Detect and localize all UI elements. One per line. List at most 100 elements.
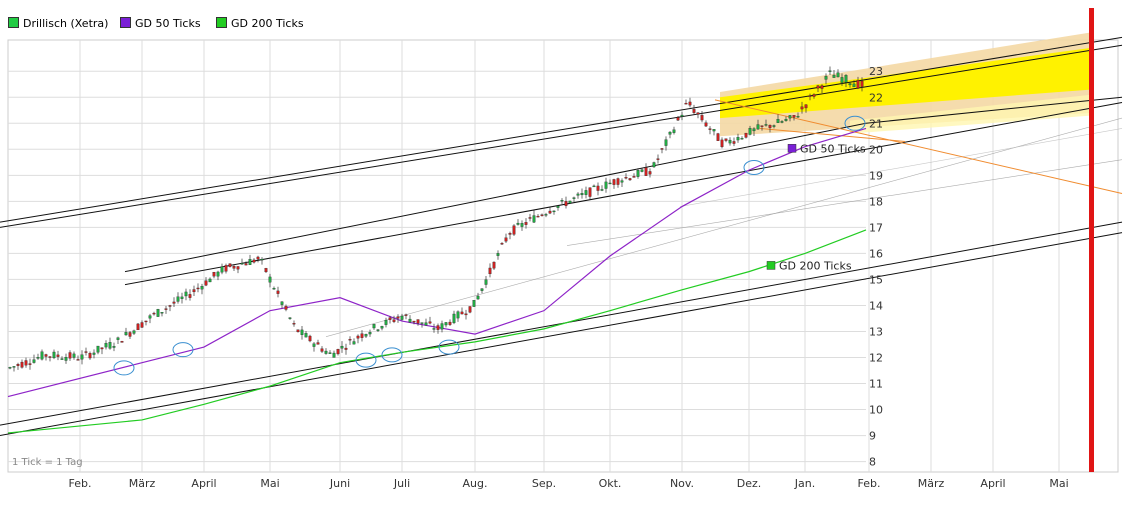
candle-body bbox=[620, 180, 624, 183]
candle-body bbox=[424, 322, 428, 326]
y-tick-label: 20 bbox=[869, 143, 883, 156]
candle-body bbox=[288, 317, 292, 319]
x-tick-label: Mai bbox=[260, 477, 279, 490]
candle-body bbox=[728, 139, 732, 144]
candle-body bbox=[264, 268, 268, 273]
x-tick-label: Feb. bbox=[858, 477, 881, 490]
candle-body bbox=[652, 162, 656, 168]
x-tick-label: Juli bbox=[393, 477, 410, 490]
candle-body bbox=[808, 95, 812, 97]
candle-body bbox=[664, 139, 668, 146]
candle-body bbox=[448, 321, 452, 325]
candle-body bbox=[384, 319, 388, 325]
candle-body bbox=[572, 197, 576, 199]
candle-body bbox=[188, 294, 192, 298]
candle-body bbox=[348, 339, 352, 341]
candle-body bbox=[300, 329, 304, 335]
candle-body bbox=[344, 347, 348, 350]
candle-body bbox=[28, 363, 32, 365]
candle-body bbox=[336, 349, 340, 355]
candle-body bbox=[676, 117, 680, 121]
candle-body bbox=[80, 354, 84, 360]
candle-body bbox=[568, 200, 572, 204]
candle-body bbox=[180, 296, 184, 299]
candle-body bbox=[752, 128, 756, 132]
candle-body bbox=[768, 124, 772, 128]
y-tick-label: 19 bbox=[869, 169, 883, 182]
candle-body bbox=[696, 112, 700, 115]
y-tick-label: 22 bbox=[869, 91, 883, 104]
y-tick-label: 17 bbox=[869, 221, 883, 234]
candle-body bbox=[272, 288, 276, 290]
candle-body bbox=[276, 290, 280, 294]
candle-body bbox=[116, 337, 120, 340]
candle-body bbox=[732, 141, 736, 144]
candle-body bbox=[20, 361, 24, 368]
candle-body bbox=[688, 101, 692, 106]
candle-body bbox=[636, 170, 640, 177]
x-tick-label: Nov. bbox=[670, 477, 694, 490]
candle-body bbox=[520, 223, 524, 227]
candle-body bbox=[292, 323, 296, 325]
candle-body bbox=[232, 266, 236, 269]
candle-body bbox=[400, 315, 404, 320]
candle-body bbox=[780, 121, 784, 123]
gd200-line bbox=[7, 229, 867, 434]
candle-body bbox=[772, 125, 776, 127]
candle-body bbox=[496, 253, 500, 256]
channel-line bbox=[0, 36, 1123, 223]
candle-body bbox=[260, 258, 264, 261]
candle-body bbox=[516, 222, 520, 225]
candle-body bbox=[8, 367, 12, 369]
channel-line bbox=[865, 101, 1123, 150]
candle-body bbox=[340, 345, 344, 349]
candle-body bbox=[32, 359, 36, 363]
candle-body bbox=[412, 320, 416, 323]
channel-line bbox=[124, 122, 867, 273]
y-tick-label: 23 bbox=[869, 65, 883, 78]
candle-body bbox=[40, 351, 44, 360]
candle-body bbox=[140, 322, 144, 328]
candle-body bbox=[312, 343, 316, 347]
candle-body bbox=[104, 343, 108, 348]
candle-body bbox=[592, 185, 596, 188]
legend-item-price: Drillisch (Xetra) bbox=[8, 17, 108, 31]
candle-body bbox=[256, 256, 260, 260]
candle-body bbox=[848, 83, 852, 86]
y-tick-label: 14 bbox=[869, 299, 883, 312]
candle-body bbox=[840, 77, 844, 83]
channel-line bbox=[124, 148, 867, 286]
candle-body bbox=[296, 329, 300, 333]
candle-body bbox=[816, 85, 820, 89]
candle-body bbox=[184, 291, 188, 297]
candle-body bbox=[196, 287, 200, 290]
candle-body bbox=[244, 263, 248, 266]
candle-body bbox=[812, 94, 816, 97]
x-tick-label: Juni bbox=[329, 477, 350, 490]
candle-body bbox=[488, 267, 492, 275]
candle-body bbox=[716, 133, 720, 141]
candle-body bbox=[560, 200, 564, 202]
candle-body bbox=[744, 132, 748, 138]
y-tick-label: 18 bbox=[869, 195, 883, 208]
candle-body bbox=[460, 311, 464, 315]
y-tick-label: 11 bbox=[869, 378, 883, 391]
candle-body bbox=[148, 315, 152, 319]
candle-body bbox=[380, 326, 384, 329]
candle-body bbox=[452, 313, 456, 324]
candle-body bbox=[436, 325, 440, 330]
y-tick-label: 10 bbox=[869, 404, 883, 417]
candle-body bbox=[152, 312, 156, 315]
touch-circle bbox=[172, 342, 194, 358]
candle-body bbox=[36, 357, 40, 359]
candle-body bbox=[472, 300, 476, 307]
x-tick-label: Dez. bbox=[737, 477, 762, 490]
candle-body bbox=[408, 318, 412, 323]
x-tick-label: Mai bbox=[1049, 477, 1068, 490]
candle-body bbox=[316, 342, 320, 345]
candle-body bbox=[392, 319, 396, 322]
candle-body bbox=[476, 295, 480, 300]
gd200-annotation-label: GD 200 Ticks bbox=[779, 259, 852, 272]
candle-body bbox=[596, 185, 600, 191]
candle-body bbox=[228, 263, 232, 267]
